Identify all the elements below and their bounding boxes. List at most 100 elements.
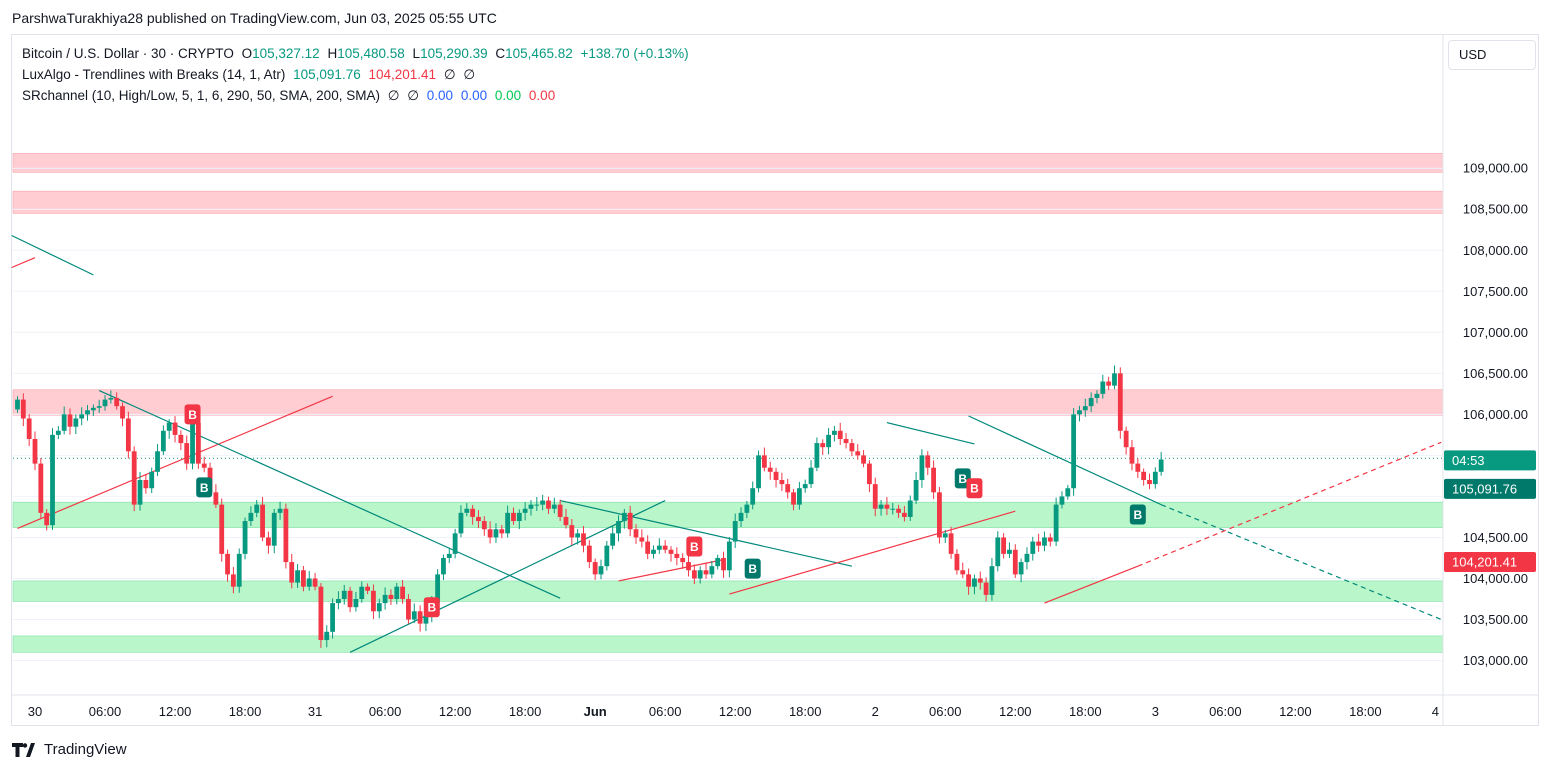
candle-body [452,533,458,554]
x-tick-label: 18:00 [509,704,542,719]
indicator-name: LuxAlgo - Trendlines with Breaks (14, 1,… [22,67,286,82]
x-tick-label: 31 [308,704,322,719]
tradingview-footer[interactable]: TradingView [12,741,127,758]
break-marker [184,404,201,425]
candle-body [1042,537,1047,546]
candle-body [1152,471,1158,485]
candle-body [271,512,277,546]
indicator-value: ∅ [463,67,476,82]
price-tag [1444,478,1536,499]
candle-body [785,484,791,493]
ohlc-close: C105,465.82 [495,46,573,61]
trendline [1160,504,1442,621]
break-marker-label: B [1133,508,1142,522]
ohlc-high: H105,480.58 [327,46,405,61]
candle-body [1158,459,1164,472]
candle-body [423,615,429,624]
candle-body [254,504,260,513]
candle-body [441,557,446,575]
candle-body [44,512,50,526]
trendline [98,390,561,599]
x-tick-label: 18:00 [789,704,822,719]
candle-body [131,451,137,505]
candle-body [394,586,400,599]
break-marker-label: B [188,408,197,422]
candle-body [26,418,32,439]
trendline [729,510,1016,595]
legend-srchannel[interactable]: SRchannel (10, High/Low, 5, 1, 6, 290, 5… [22,88,559,104]
candle-body [295,570,300,583]
indicator-value: 0.00 [460,88,488,103]
support-zone [12,501,1444,528]
candle-body [855,451,861,456]
price-tag [1444,551,1536,572]
currency-selector[interactable]: USD [1448,40,1536,70]
candle-body [639,537,645,542]
candle-body [1036,541,1042,546]
candle-body [125,418,131,452]
candle-body [108,397,114,400]
trendline [560,499,853,567]
ohlc-low: L105,290.39 [412,46,488,61]
candle-body [767,467,773,472]
candle-body [697,570,703,579]
candle-body [709,566,715,575]
candle-body [516,512,522,522]
candle-body [260,504,265,538]
indicator-name: SRchannel (10, High/Low, 5, 1, 6, 290, 5… [22,88,380,103]
candle-body [884,504,890,509]
candle-body [831,430,837,435]
candle-body [826,434,831,448]
candle-body [1053,504,1059,542]
candle-body [1117,373,1123,431]
candle-body [195,422,201,464]
break-marker-label: B [427,601,436,615]
candle-body [843,438,849,444]
candle-body [732,521,738,542]
indicator-value: 0.00 [426,88,454,103]
price-change: +138.70 (+0.13%) [580,46,689,61]
candle-body [417,611,423,624]
candle-body [38,463,44,513]
candle-body [796,488,802,505]
candle-body [341,590,347,599]
x-tick-label: Jun [584,704,607,719]
y-tick-label: 106,000.00 [1463,407,1528,422]
indicator-value: 105,091.76 [293,67,361,82]
trendline [11,234,94,276]
break-marker [1129,504,1146,525]
candle-body [464,508,470,513]
x-tick-label: 06:00 [649,704,682,719]
candle-body [493,529,499,538]
candle-body [318,586,324,641]
candle-body [977,578,983,583]
ohlc-open: O105,327.12 [241,46,320,61]
candle-body [1071,414,1077,489]
candle-body [913,480,919,501]
legend-main[interactable]: Bitcoin / U.S. Dollar · 30 · CRYPTO O105… [22,46,693,61]
x-tick-label: 3 [1152,704,1159,719]
candle-body [983,582,989,595]
x-tick-label: 18:00 [1349,704,1382,719]
candle-body [1141,471,1147,481]
candle-body [621,512,627,522]
candle-body [155,451,160,472]
candle-body [1129,447,1135,464]
candle-body [137,480,143,505]
resistance-zone [12,389,1444,416]
candle-body [1135,463,1141,472]
indicator-value: 104,201.41 [368,67,437,82]
candle-body [721,557,726,571]
break-marker [966,478,983,499]
candle-body [178,434,184,444]
candle-body [435,574,441,604]
trendline [886,421,975,445]
candle-body [756,455,761,489]
candle-body [266,537,271,546]
candle-body [581,533,586,546]
candle-body [814,443,820,468]
legend-luxalgo[interactable]: LuxAlgo - Trendlines with Breaks (14, 1,… [22,67,479,83]
x-tick-label: 06:00 [89,704,122,719]
